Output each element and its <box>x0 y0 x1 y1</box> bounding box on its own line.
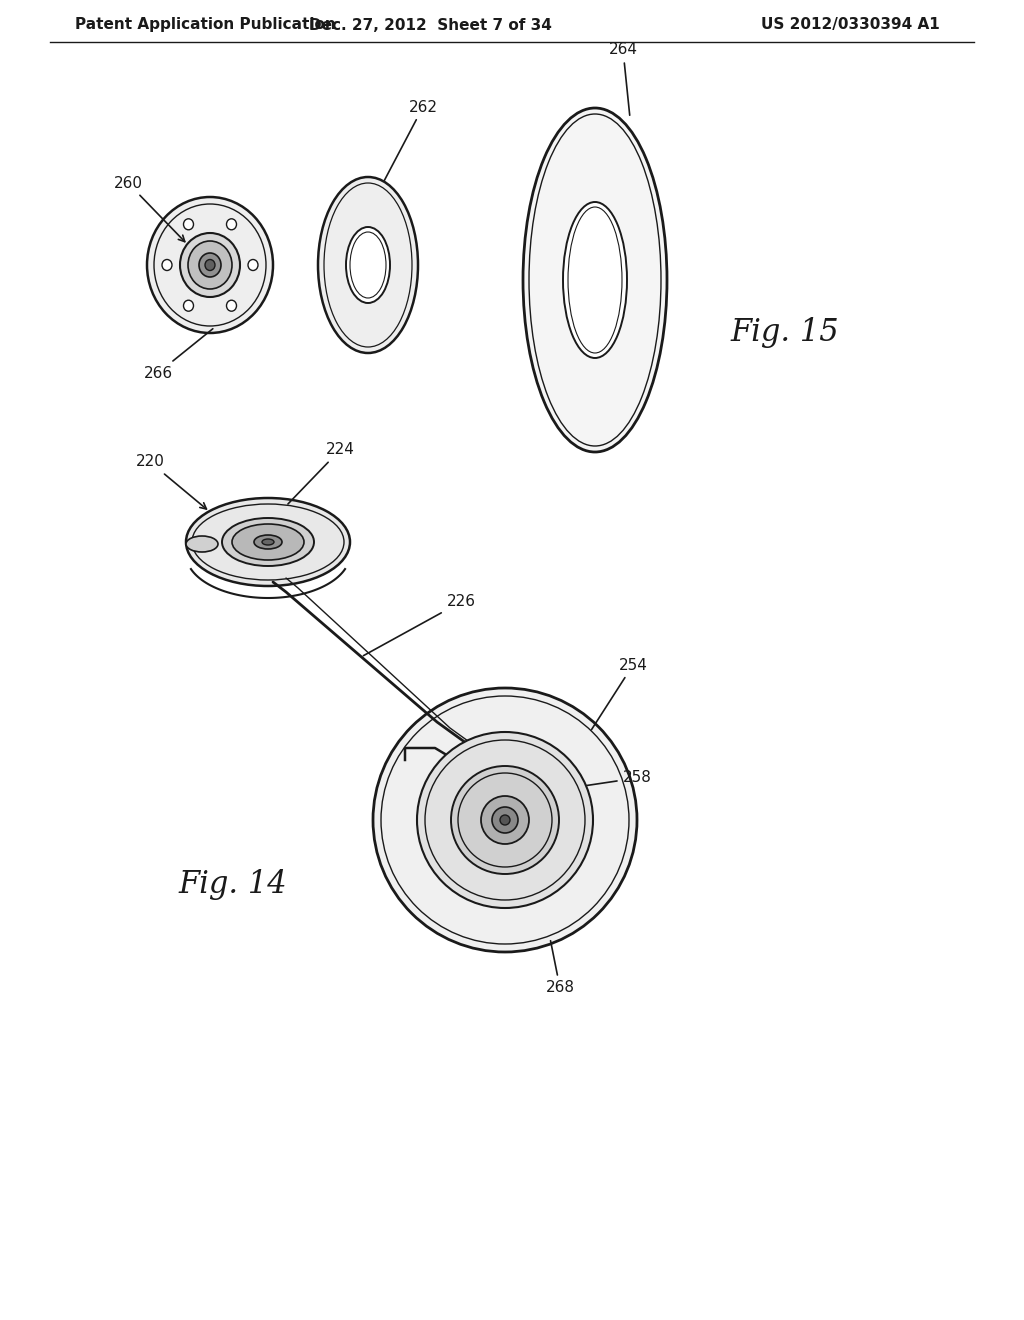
Ellipse shape <box>205 260 215 271</box>
Text: 264: 264 <box>608 42 638 115</box>
Text: 224: 224 <box>288 442 354 504</box>
Text: 266: 266 <box>143 329 213 380</box>
Ellipse shape <box>162 260 172 271</box>
Text: US 2012/0330394 A1: US 2012/0330394 A1 <box>761 17 939 33</box>
Ellipse shape <box>186 536 218 552</box>
Ellipse shape <box>481 796 529 843</box>
Text: Fig. 14: Fig. 14 <box>178 870 287 900</box>
Ellipse shape <box>186 498 350 586</box>
Text: 220: 220 <box>135 454 207 510</box>
Ellipse shape <box>373 688 637 952</box>
Ellipse shape <box>417 733 593 908</box>
Ellipse shape <box>262 539 274 545</box>
Ellipse shape <box>318 177 418 352</box>
Ellipse shape <box>346 227 390 304</box>
Ellipse shape <box>232 524 304 560</box>
Ellipse shape <box>183 300 194 312</box>
Ellipse shape <box>183 219 194 230</box>
Ellipse shape <box>188 242 232 289</box>
Ellipse shape <box>500 814 510 825</box>
Text: 226: 226 <box>364 594 475 656</box>
Ellipse shape <box>451 766 559 874</box>
Ellipse shape <box>226 300 237 312</box>
Text: Patent Application Publication: Patent Application Publication <box>75 17 336 33</box>
Ellipse shape <box>492 807 518 833</box>
Ellipse shape <box>523 108 667 451</box>
Text: Dec. 27, 2012  Sheet 7 of 34: Dec. 27, 2012 Sheet 7 of 34 <box>308 17 552 33</box>
Ellipse shape <box>248 260 258 271</box>
Text: 262: 262 <box>384 99 437 181</box>
Ellipse shape <box>222 517 314 566</box>
Text: 258: 258 <box>546 771 651 792</box>
Text: 268: 268 <box>546 941 574 995</box>
Ellipse shape <box>147 197 273 333</box>
Ellipse shape <box>180 234 240 297</box>
Ellipse shape <box>226 219 237 230</box>
Text: 254: 254 <box>592 657 647 730</box>
Ellipse shape <box>199 253 221 277</box>
Text: Fig. 15: Fig. 15 <box>730 317 839 347</box>
Text: 260: 260 <box>114 176 184 242</box>
Ellipse shape <box>563 202 627 358</box>
Ellipse shape <box>254 535 282 549</box>
